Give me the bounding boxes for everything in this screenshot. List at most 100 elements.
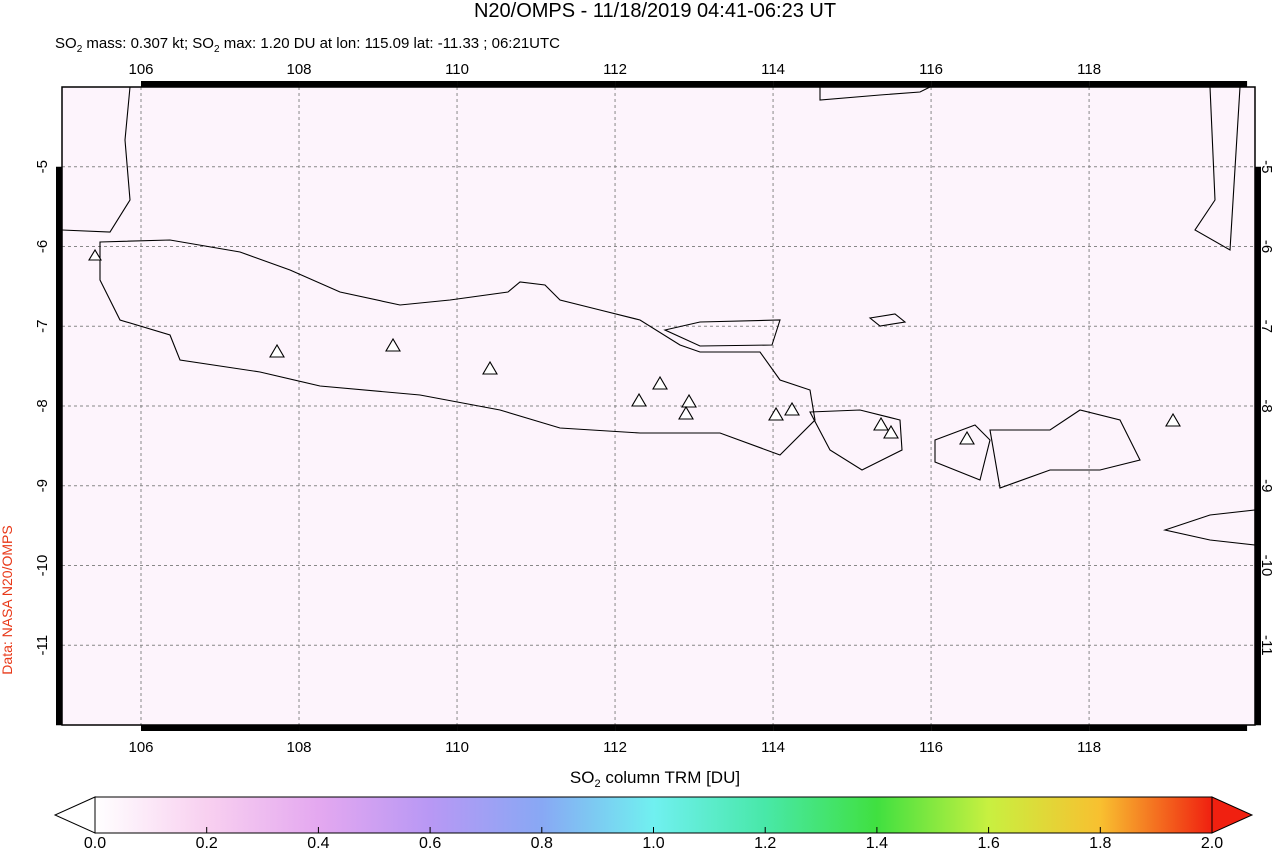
tick-mark (141, 81, 300, 87)
lon-tick-label: 118 (1077, 739, 1101, 756)
volcano (883, 424, 899, 439)
lon-tick-label: 114 (761, 739, 785, 756)
tick-mark (615, 81, 774, 87)
subtitle: SO2 mass: 0.307 kt; SO2 max: 1.20 DU at … (55, 35, 560, 55)
lon-tick-label: 112 (603, 739, 627, 756)
subtitle-part: 2 (77, 44, 83, 55)
tick-mark (56, 565, 62, 646)
lon-tick-label: 110 (445, 739, 469, 756)
lon-tick-label: 108 (287, 739, 312, 756)
lat-tick-label: -7 (1258, 320, 1272, 333)
tick-mark (1255, 406, 1261, 486)
volcano (385, 337, 401, 352)
colorbar-tick-label: 1.4 (866, 835, 888, 852)
volcano (88, 248, 102, 261)
subtitle-part: max: 1.20 DU at lon: 115.09 lat: -11.33 … (220, 35, 561, 52)
lat-tick-label: -8 (1258, 399, 1272, 412)
map-area (61, 86, 1256, 726)
colorbar-tick-label: 0.8 (531, 835, 553, 852)
title: N20/OMPS - 11/18/2019 04:41-06:23 UT (474, 0, 836, 22)
tick-mark (56, 406, 62, 486)
subtitle-part: mass: 0.307 kt; SO (82, 35, 214, 52)
coastline (868, 313, 907, 327)
tick-mark (56, 246, 62, 327)
tick-mark (1255, 246, 1261, 327)
tick-mark (299, 725, 458, 731)
lat-tick-label: -6 (34, 240, 51, 253)
volcano (652, 375, 668, 390)
tick-mark (1089, 725, 1248, 731)
lon-tick-label: 106 (128, 61, 153, 78)
volcano (681, 393, 697, 408)
lat-tick-label: -8 (34, 399, 51, 412)
colorbar-label: SO2 column TRM [DU] (570, 768, 740, 790)
colorbar-label-part: column TRM [DU] (601, 768, 741, 787)
coastline (989, 409, 1141, 489)
grid (62, 87, 1255, 725)
lat-tick-label: -5 (34, 160, 51, 173)
colorbar-tick-label: 0.4 (307, 835, 329, 852)
lat-tick-label: -5 (1258, 160, 1272, 173)
tick-mark (56, 645, 62, 726)
volcano (1165, 412, 1181, 427)
coastline (663, 319, 781, 347)
colorbar-tick-label: 1.0 (642, 835, 664, 852)
colorbar-tick-label: 0.2 (196, 835, 218, 852)
coastline (934, 424, 991, 481)
lat-tick-label: -10 (34, 555, 51, 577)
tick-mark (299, 81, 458, 87)
tick-mark (1255, 326, 1261, 407)
colorbar-tick-label: 0.6 (419, 835, 441, 852)
tick-mark (931, 725, 1090, 731)
lat-tick-label: -10 (1258, 555, 1272, 577)
volcano (784, 401, 800, 416)
lat-tick-label: -11 (34, 635, 51, 656)
subtitle-part: SO (55, 35, 77, 52)
lon-tick-label: 112 (603, 61, 627, 78)
volcanoes (88, 248, 1181, 445)
tick-mark (1089, 81, 1248, 87)
colorbar-tick-label: 1.2 (754, 835, 776, 852)
tick-mark (1255, 166, 1261, 247)
colorbar: 0.0 0.2 0.4 0.6 0.8 1.0 1.2 1.4 1.6 1.8 2.0 (53, 796, 1254, 852)
volcano (873, 416, 889, 431)
volcano (269, 343, 285, 358)
tick-mark (1255, 645, 1261, 726)
colorbar-tick-label: 1.8 (1089, 835, 1111, 852)
coastline (819, 86, 931, 101)
tick-mark (931, 81, 1090, 87)
coastline (61, 86, 131, 233)
volcano (678, 405, 694, 420)
volcano (768, 406, 784, 421)
colorbar-label-part: SO (570, 768, 595, 787)
colorbar-tick-label: 1.6 (977, 835, 999, 852)
colorbar-tick-label: 0.0 (84, 835, 106, 852)
tick-mark (773, 725, 932, 731)
coastline (99, 239, 816, 456)
lon-tick-label: 110 (445, 61, 469, 78)
lon-tick-label: 114 (761, 61, 785, 78)
tick-mark (457, 725, 616, 731)
tick-mark (141, 725, 300, 731)
tick-mark (56, 485, 62, 566)
colorbar-tick-label: 2.0 (1201, 835, 1223, 852)
lat-tick-label: -9 (1258, 479, 1272, 492)
lat-tick-label: -9 (34, 479, 51, 492)
lon-tick-label: 108 (287, 61, 312, 78)
tick-mark (1255, 565, 1261, 646)
colorbar-label-part: 2 (594, 778, 600, 790)
tick-mark (1255, 485, 1261, 566)
volcano (482, 360, 498, 375)
tick-mark (773, 81, 932, 87)
lon-tick-label: 116 (919, 739, 943, 756)
tick-mark (615, 725, 774, 731)
coastline (1194, 86, 1241, 251)
volcano (959, 430, 975, 445)
lat-tick-label: -11 (1258, 635, 1272, 656)
coastline (809, 409, 903, 471)
tick-mark (56, 326, 62, 407)
lon-tick-label: 118 (1077, 61, 1101, 78)
lat-tick-label: -7 (34, 320, 51, 333)
tick-mark (56, 166, 62, 247)
